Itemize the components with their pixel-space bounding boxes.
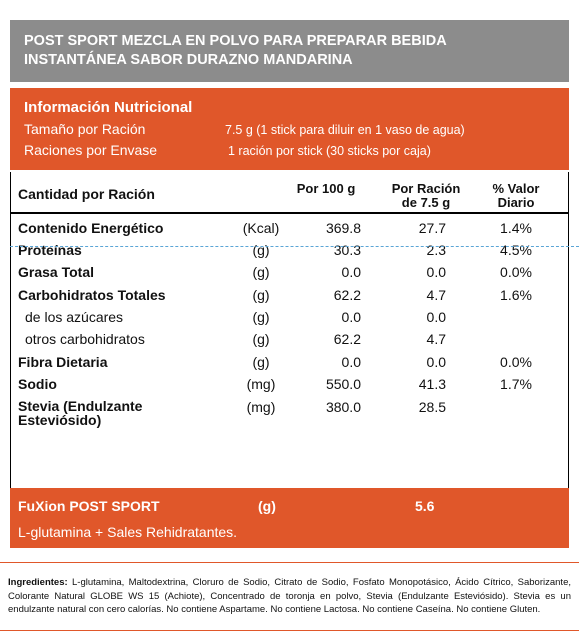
row-name: Proteínas [18,242,82,258]
column-header: Cantidad por Ración [18,186,155,202]
row-unit: (g) [252,331,270,347]
info-value: 1 ración por stick (30 sticks por caja) [228,144,431,158]
row-per-serving: 41.3 [418,376,446,392]
row-name: Fibra Dietaria [18,354,108,370]
product-header: POST SPORT MEZCLA EN POLVO PARA PREPARAR… [10,20,569,82]
column-header: Por Ración de 7.5 g [391,181,461,210]
ingredients-label: Ingredientes: [8,577,68,588]
ingredients-text: L-glutamina, Maltodextrina, Cloruro de S… [8,577,571,615]
title-line: INSTANTÁNEA SABOR DURAZNO MANDARINA [24,52,353,68]
info-label: Raciones por Envase [24,142,158,158]
row-daily-value: 1.4% [500,220,532,236]
row-name: otros carbohidratos [25,331,145,347]
divider [11,212,568,214]
row-per100: 30.3 [333,242,361,258]
row-unit: (mg) [246,399,276,415]
row-per-serving: 28.5 [418,399,446,415]
row-per-serving: 0.0 [426,354,446,370]
row-unit: (g) [252,287,270,303]
footer-name: FuXion POST SPORT [18,498,160,514]
info-section: Información Nutricional Tamaño por Ració… [10,88,569,170]
guide-line [10,246,579,247]
rule [0,630,579,631]
rule [0,562,579,563]
row-daily-value: 0.0% [500,264,532,280]
row-per100: 62.2 [333,331,361,347]
row-name: Grasa Total [18,264,94,280]
info-value: 7.5 g (1 stick para diluir en 1 vaso de … [225,123,465,137]
row-per-serving: 4.7 [426,287,446,303]
row-per100: 550.0 [325,376,361,392]
row-per100: 380.0 [325,399,361,415]
row-per100: 0.0 [341,264,361,280]
row-unit: (mg) [246,376,276,392]
row-unit: (g) [252,309,270,325]
row-daily-value: 1.6% [500,287,532,303]
row-per-serving: 2.3 [426,242,446,258]
column-header: % Valor Diario [492,181,540,210]
footer-section: FuXion POST SPORT (g) 5.6 L-glutamina + … [10,488,569,548]
row-daily-value: 4.5% [500,242,532,258]
row-name: Carbohidratos Totales [18,287,166,303]
row-unit: (Kcal) [242,220,280,236]
column-header: Por 100 g [296,181,356,196]
row-per100: 369.8 [325,220,361,236]
info-title: Información Nutricional [24,99,193,116]
row-name: de los azúcares [25,309,124,325]
row-per100: 62.2 [333,287,361,303]
row-daily-value: 0.0% [500,354,532,370]
row-per-serving: 0.0 [426,309,446,325]
row-per-serving: 0.0 [426,264,446,280]
row-daily-value: 1.7% [500,376,532,392]
info-label: Tamaño por Ración [24,121,146,137]
row-unit: (g) [252,242,270,258]
row-per-serving: 27.7 [418,220,446,236]
nutrition-table: Cantidad por Ración Por 100 g Por Ración… [10,172,569,488]
title-line: POST SPORT MEZCLA EN POLVO PARA PREPARAR… [24,33,447,49]
ingredients: Ingredientes: L-glutamina, Maltodextrina… [8,576,571,617]
row-per-serving: 4.7 [426,331,446,347]
footer-note: L-glutamina + Sales Rehidratantes. [18,524,238,540]
footer-unit: (g) [258,498,276,514]
row-name: Stevia (Endulzante Esteviósido) [18,398,143,428]
footer-value: 5.6 [415,498,435,514]
row-per100: 0.0 [341,309,361,325]
row-name: Sodio [18,376,57,392]
row-unit: (g) [252,354,270,370]
row-unit: (g) [252,264,270,280]
row-name: Contenido Energético [18,220,164,236]
row-per100: 0.0 [341,354,361,370]
